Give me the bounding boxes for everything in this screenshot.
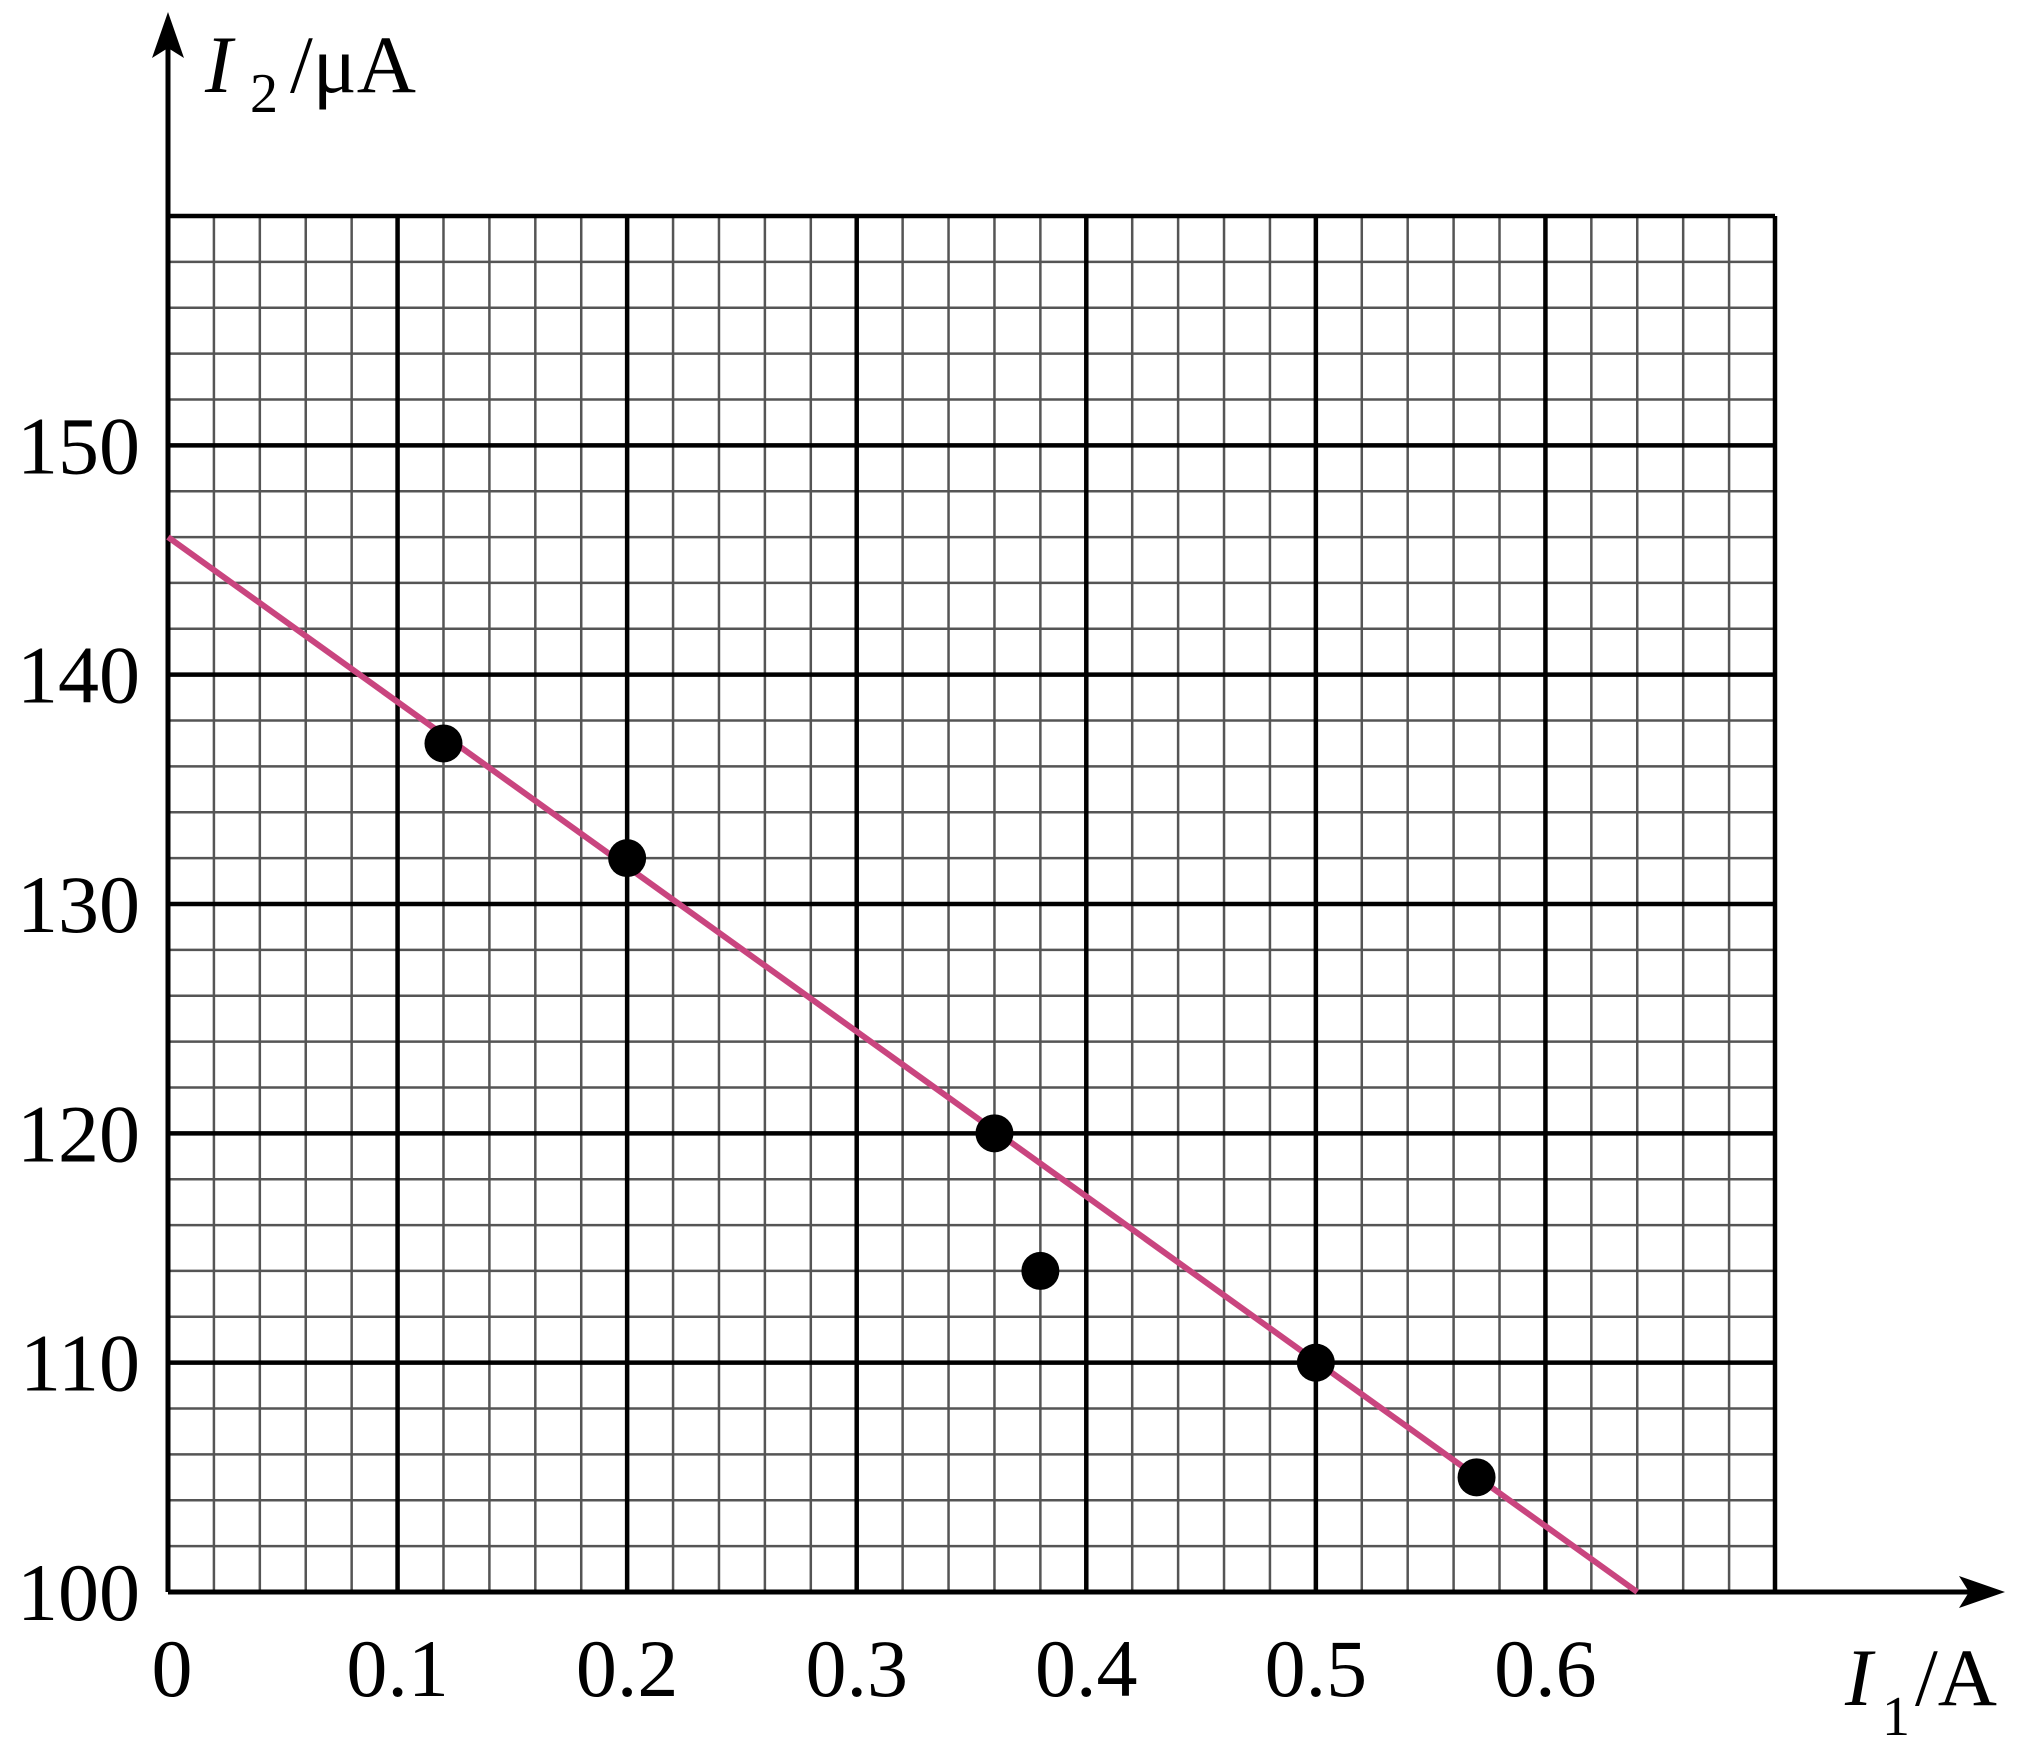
x-tick-label: 0.1 (346, 1623, 449, 1714)
x-tick-label: 0.2 (576, 1623, 679, 1714)
x-label-subscript: 1 (1882, 1686, 1910, 1746)
data-point (1296, 1343, 1335, 1382)
x-tick-label: 0.4 (1035, 1623, 1138, 1714)
x-tick-label: 0.6 (1494, 1623, 1597, 1714)
y-label-subscript: 2 (250, 63, 278, 125)
y-label-symbol: I (204, 19, 236, 110)
data-point (424, 724, 463, 763)
y-axis-arrow (152, 12, 184, 58)
data-point (1021, 1251, 1060, 1290)
x-axis-arrow (1959, 1576, 2005, 1608)
y-label-unit: /μA (290, 19, 416, 110)
data-point (608, 839, 647, 878)
x-tick-label: 0.5 (1265, 1623, 1368, 1714)
data-point (975, 1114, 1014, 1153)
y-tick-label: 100 (17, 1547, 140, 1638)
y-tick-label: 110 (20, 1318, 140, 1409)
data-point (1457, 1458, 1496, 1497)
fit-line (166, 534, 1640, 1595)
x-label-unit: /A (1915, 1632, 1997, 1723)
x-tick-label: 0 (152, 1623, 193, 1714)
y-axis-label: I 2 /μA (204, 19, 416, 125)
y-tick-label: 140 (17, 630, 140, 721)
x-label-symbol: I (1844, 1632, 1876, 1723)
y-tick-label: 150 (17, 400, 140, 491)
x-tick-label: 0.3 (805, 1623, 908, 1714)
y-tick-label: 120 (17, 1088, 140, 1179)
x-axis-label: I 1 /A (1844, 1632, 1997, 1746)
y-tick-label: 130 (17, 859, 140, 950)
